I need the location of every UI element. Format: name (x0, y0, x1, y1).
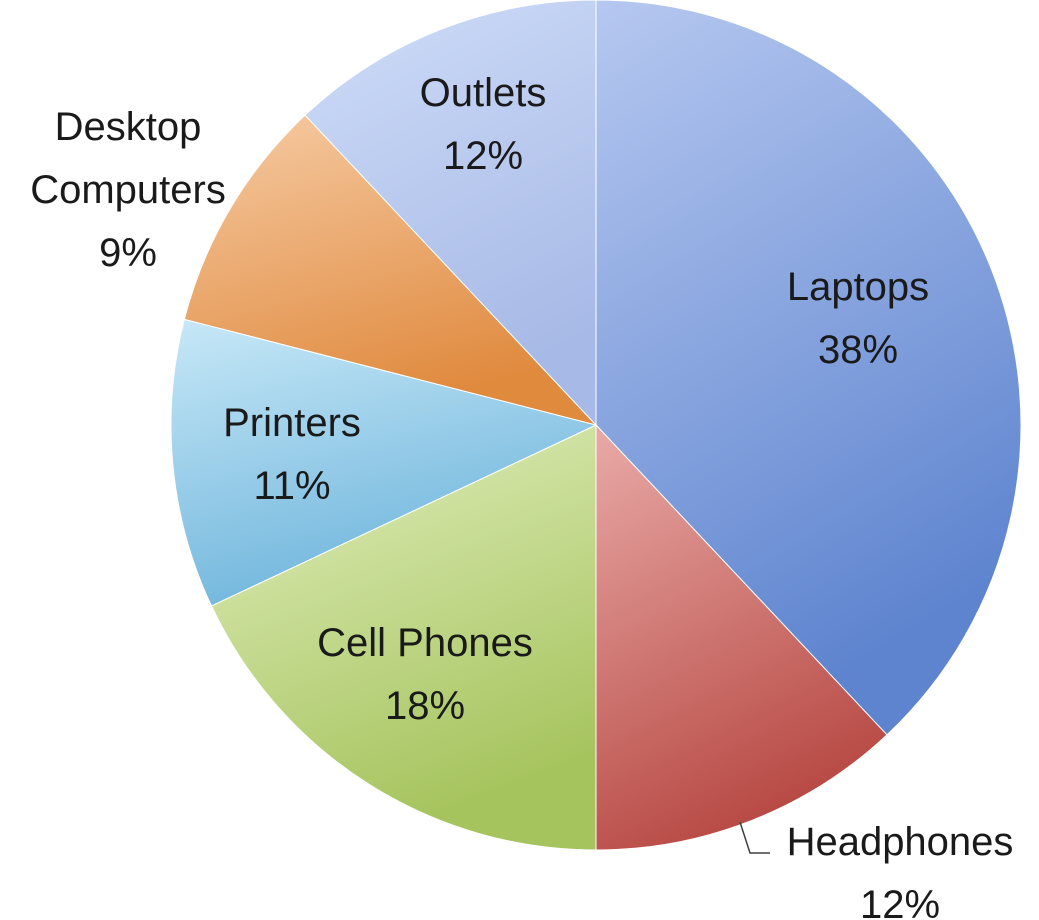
slice-name: Outlets (420, 71, 547, 115)
slice-percent: 12% (443, 134, 523, 178)
slice-headphones (595, 423, 888, 851)
slice-label-outlets: Outlets 12% (420, 71, 547, 178)
slice-printers (170, 318, 598, 607)
slice-labels: Laptops 38% Headphones 12% Cell Phones 18% Pri… (30, 71, 1013, 920)
slice-name: Printers (223, 401, 361, 445)
slice-name: Headphones (787, 820, 1014, 864)
slice-percent: 18% (385, 684, 465, 728)
slice-laptops (595, 0, 1022, 736)
pie-slices (170, 0, 1022, 851)
slice-label-cell-phones: Cell Phones 18% (317, 621, 533, 728)
slice-desktop-computers (183, 114, 598, 426)
slice-name: Desktop (55, 105, 202, 149)
slice-percent: 12% (860, 883, 940, 920)
slice-name: Cell Phones (317, 621, 533, 665)
slice-percent: 11% (253, 464, 330, 508)
leader-line-headphones (739, 821, 770, 854)
slice-label-laptops: Laptops 38% (787, 265, 929, 372)
slice-label-printers: Printers 11% (223, 401, 361, 508)
slice-percent: 9% (99, 231, 157, 275)
slice-name: Computers (30, 168, 226, 212)
slice-cell-phones (210, 424, 597, 851)
slice-name: Laptops (787, 265, 929, 309)
slice-label-desktop-computers: Desktop Computers 9% (30, 105, 226, 275)
slice-label-headphones: Headphones 12% (787, 820, 1014, 920)
slice-percent: 38% (818, 328, 898, 372)
slice-outlets (304, 0, 597, 427)
leader-lines (739, 821, 770, 854)
